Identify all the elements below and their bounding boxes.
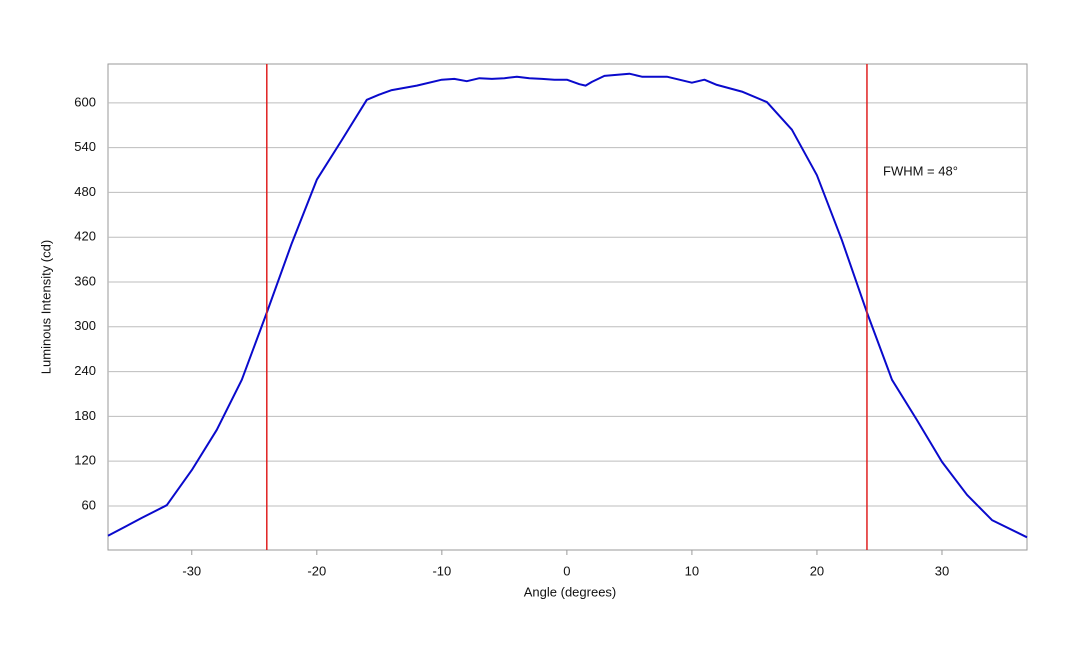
y-axis-title: Luminous Intensity (cd)	[38, 240, 53, 374]
data-line	[107, 72, 1028, 539]
y-tick-label: 420	[74, 229, 96, 244]
x-tick-label: 10	[685, 563, 699, 578]
y-tick-label: 300	[74, 318, 96, 333]
y-tick-label: 60	[82, 497, 96, 512]
x-tick-label: 30	[935, 563, 949, 578]
x-tick-label: 0	[563, 563, 570, 578]
x-tick-label: -20	[307, 563, 326, 578]
y-tick-label: 360	[74, 273, 96, 288]
x-axis-title: Angle (degrees)	[524, 584, 617, 599]
annotation: FWHM = 48°	[883, 163, 958, 178]
y-tick-label: 120	[74, 453, 96, 468]
y-tick-label: 240	[74, 363, 96, 378]
plot-area	[107, 63, 1028, 551]
y-tick-label: 480	[74, 184, 96, 199]
y-tick-label: 180	[74, 408, 96, 423]
y-tick-label: 600	[74, 94, 96, 109]
x-tick-label: -30	[182, 563, 201, 578]
x-tick-label: 20	[810, 563, 824, 578]
x-tick-label: -10	[432, 563, 451, 578]
y-tick-label: 540	[74, 139, 96, 154]
